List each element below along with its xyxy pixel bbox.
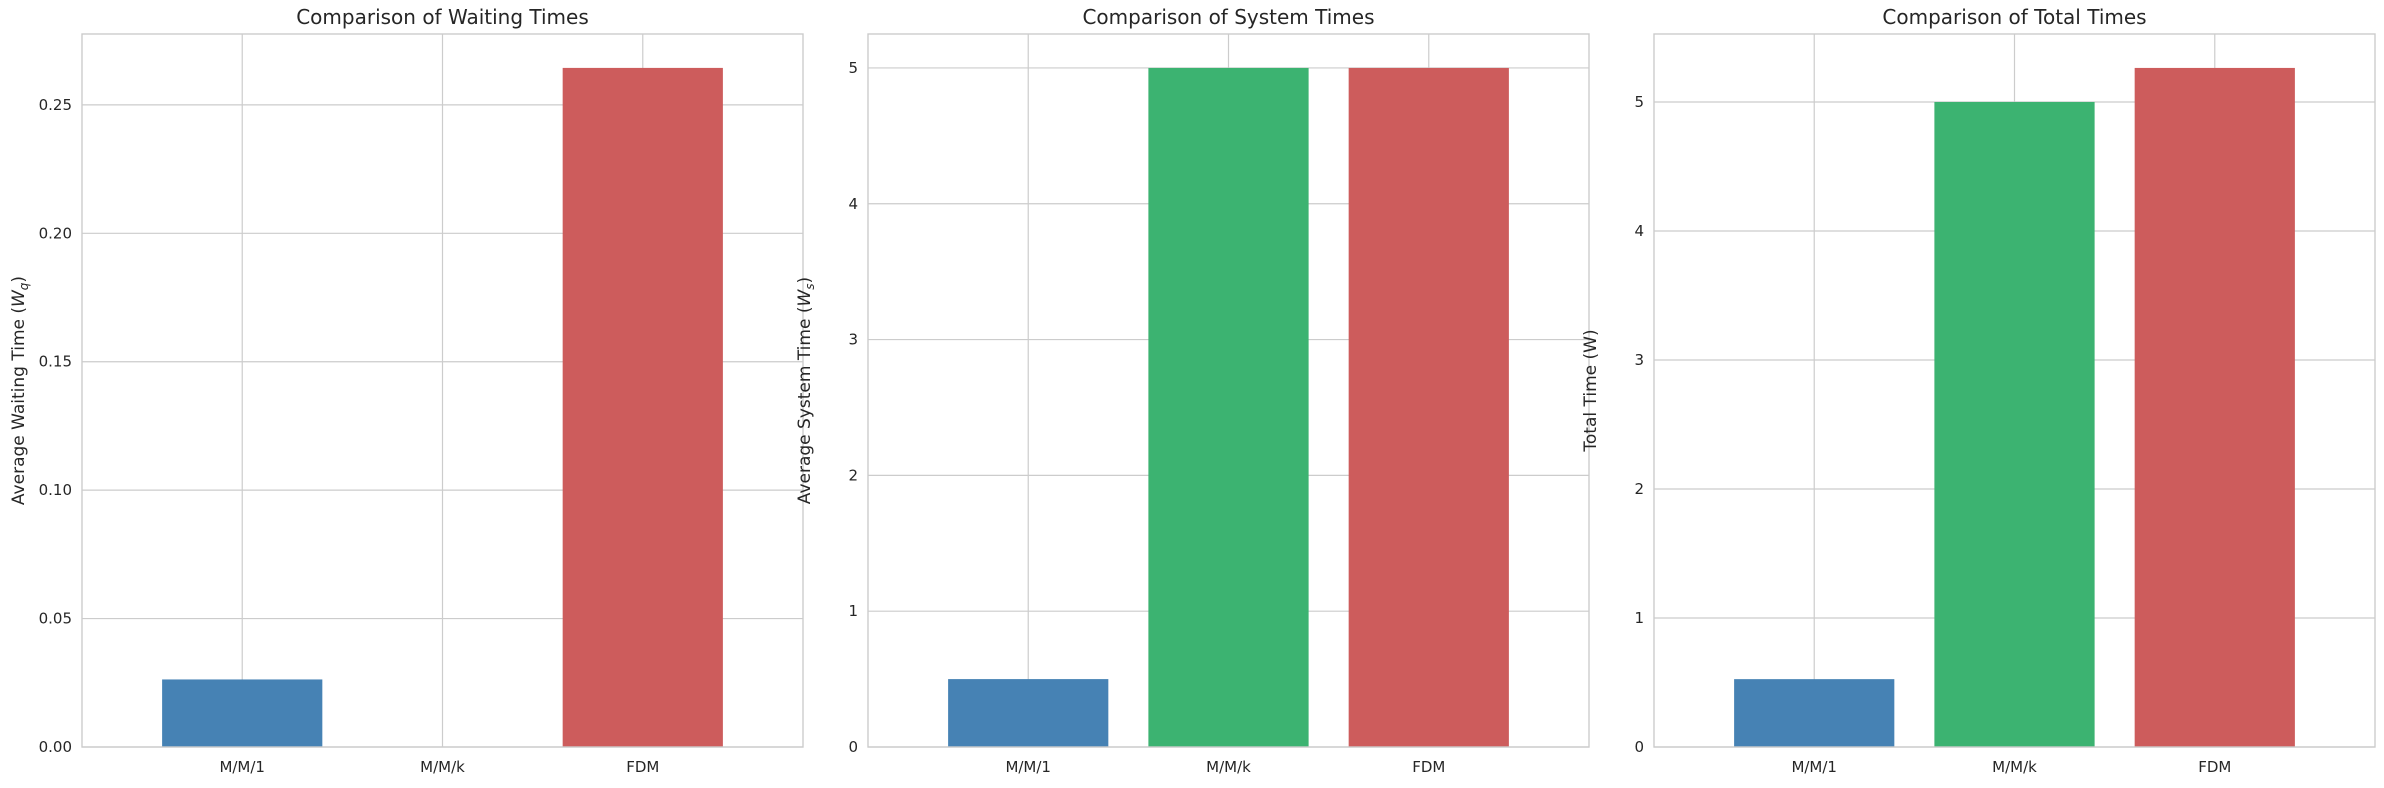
y-tick-label: 2: [848, 466, 858, 484]
y-tick-label: 0.25: [39, 96, 72, 114]
y-tick-label: 4: [848, 195, 858, 213]
chart-waiting: 0.00 0.05 0.10 0.15 0.20 0.25 M/M/1 M/M/k FDM Com…: [9, 5, 804, 776]
x-tick-label: M/M/k: [420, 758, 465, 776]
y-axis-label-text: Average System Time (: [795, 307, 815, 505]
y-tick-label: 3: [848, 331, 858, 349]
y-tick-label: 0: [1634, 738, 1644, 756]
y-axis-label-var: W: [9, 289, 29, 307]
y-axis-label-subscript: s: [803, 283, 817, 289]
y-tick-label: 0.00: [39, 738, 72, 756]
chart-title: Comparison of Total Times: [1882, 5, 2146, 29]
chart-system: 0 1 2 3 4 5 M/M/1 M/M/k FDM Comparison of System …: [795, 5, 1590, 776]
axes-frame: [867, 33, 1590, 748]
x-tick-label: M/M/k: [1992, 758, 2037, 776]
bar-fdm: [562, 67, 723, 748]
y-tick-label: 0.15: [39, 353, 72, 371]
y-tick-label: 5: [1634, 93, 1644, 111]
axes-frame: [81, 33, 804, 748]
axes-frame: [1653, 33, 2376, 748]
chart-title: Comparison of System Times: [1082, 5, 1374, 29]
y-tick-label: 1: [848, 602, 858, 620]
y-tick-label: 0: [848, 738, 858, 756]
bar-fdm: [1348, 67, 1509, 747]
chart-total: 0 1 2 3 4 5 M/M/1 M/M/k FDM Comparison of Total T…: [1581, 5, 2376, 776]
y-axis-label-close: ): [795, 277, 815, 284]
y-tick-label: 1: [1634, 609, 1644, 627]
y-axis-label-text: Average Waiting Time (: [9, 307, 29, 505]
x-tick-label: M/M/1: [1791, 758, 1837, 776]
y-axis-label-var: W: [795, 289, 815, 307]
bar-m-m-k: [1148, 67, 1309, 747]
y-tick-label: 2: [1634, 480, 1644, 498]
y-tick-label: 0.10: [39, 481, 72, 499]
y-axis-label: Total Time (W): [1581, 329, 1601, 452]
bar-m-m-1: [948, 679, 1109, 747]
y-tick-label: 0.05: [39, 610, 72, 628]
bar-m-m-1: [162, 679, 323, 747]
x-tick-label: M/M/1: [219, 758, 265, 776]
y-axis-label-subscript: q: [17, 282, 31, 290]
x-tick-label: FDM: [626, 758, 659, 776]
y-tick-label: 0.20: [39, 224, 72, 242]
x-tick-label: M/M/k: [1206, 758, 1251, 776]
bar-m-m-1: [1734, 679, 1895, 747]
bar-m-m-k: [1934, 101, 2095, 747]
y-tick-label: 3: [1634, 351, 1644, 369]
y-axis-label-text: Total Time (W): [1581, 329, 1601, 452]
x-tick-label: FDM: [2198, 758, 2231, 776]
y-tick-label: 5: [848, 59, 858, 77]
chart-title: Comparison of Waiting Times: [296, 5, 589, 29]
x-tick-label: FDM: [1412, 758, 1445, 776]
y-axis-label: Average Waiting Time (Wq): [9, 276, 31, 505]
y-axis-label: Average System Time (Ws): [795, 277, 817, 504]
x-tick-label: M/M/1: [1005, 758, 1051, 776]
bar-fdm: [2134, 67, 2295, 748]
y-axis-label-close: ): [9, 276, 29, 283]
y-tick-label: 4: [1634, 222, 1644, 240]
